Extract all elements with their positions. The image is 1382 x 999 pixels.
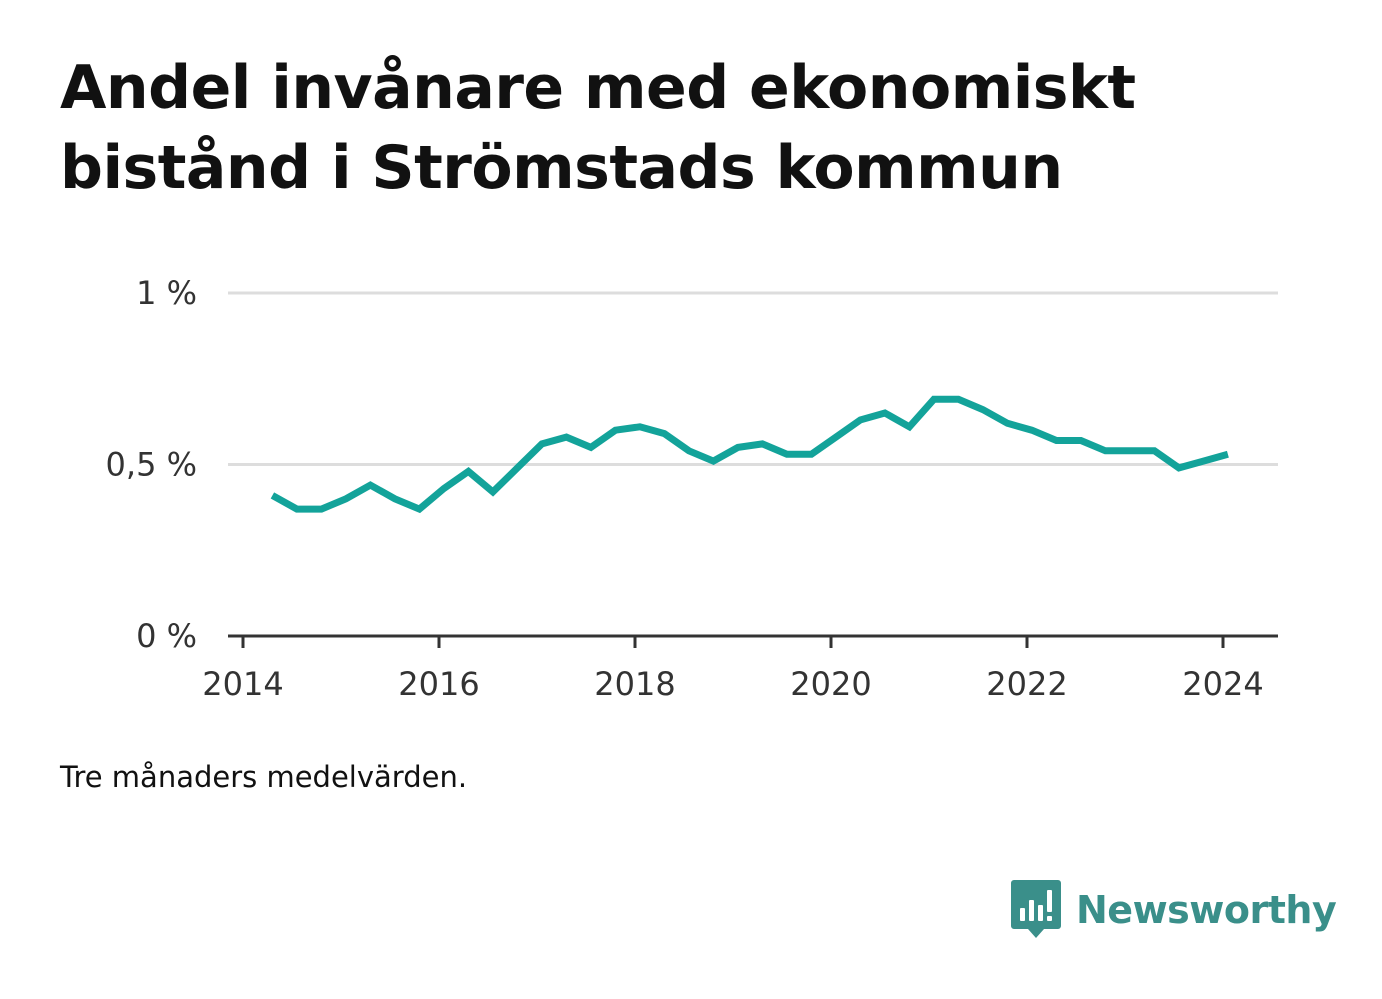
x-tick-label: 2024 — [1182, 665, 1263, 703]
brand-logo[interactable]: Newsworthy — [1010, 878, 1337, 942]
y-axis-labels: 0 % 0,5 % 1 % — [106, 274, 197, 655]
x-axis-labels: 2014 2016 2018 2020 2022 2024 — [202, 665, 1263, 703]
x-tick-label: 2016 — [398, 665, 479, 703]
newsworthy-chart-bubble-icon — [1011, 880, 1061, 938]
x-tick-label: 2022 — [986, 665, 1067, 703]
series-line — [270, 395, 1229, 514]
chart-title: Andel invånare med ekonomiskt bistånd i … — [60, 53, 1136, 203]
y-tick-label: 1 % — [136, 274, 197, 312]
y-tick-label: 0,5 % — [106, 446, 197, 484]
x-tick-label: 2014 — [202, 665, 283, 703]
series — [270, 395, 1229, 514]
brand-name: Newsworthy — [1076, 888, 1337, 932]
x-tick-label: 2020 — [790, 665, 871, 703]
chart-note: Tre månaders medelvärden. — [60, 760, 468, 794]
y-tick-label: 0 % — [136, 617, 197, 655]
x-tick-label: 2018 — [594, 665, 675, 703]
gridlines — [228, 291, 1278, 466]
x-axis — [228, 634, 1278, 648]
